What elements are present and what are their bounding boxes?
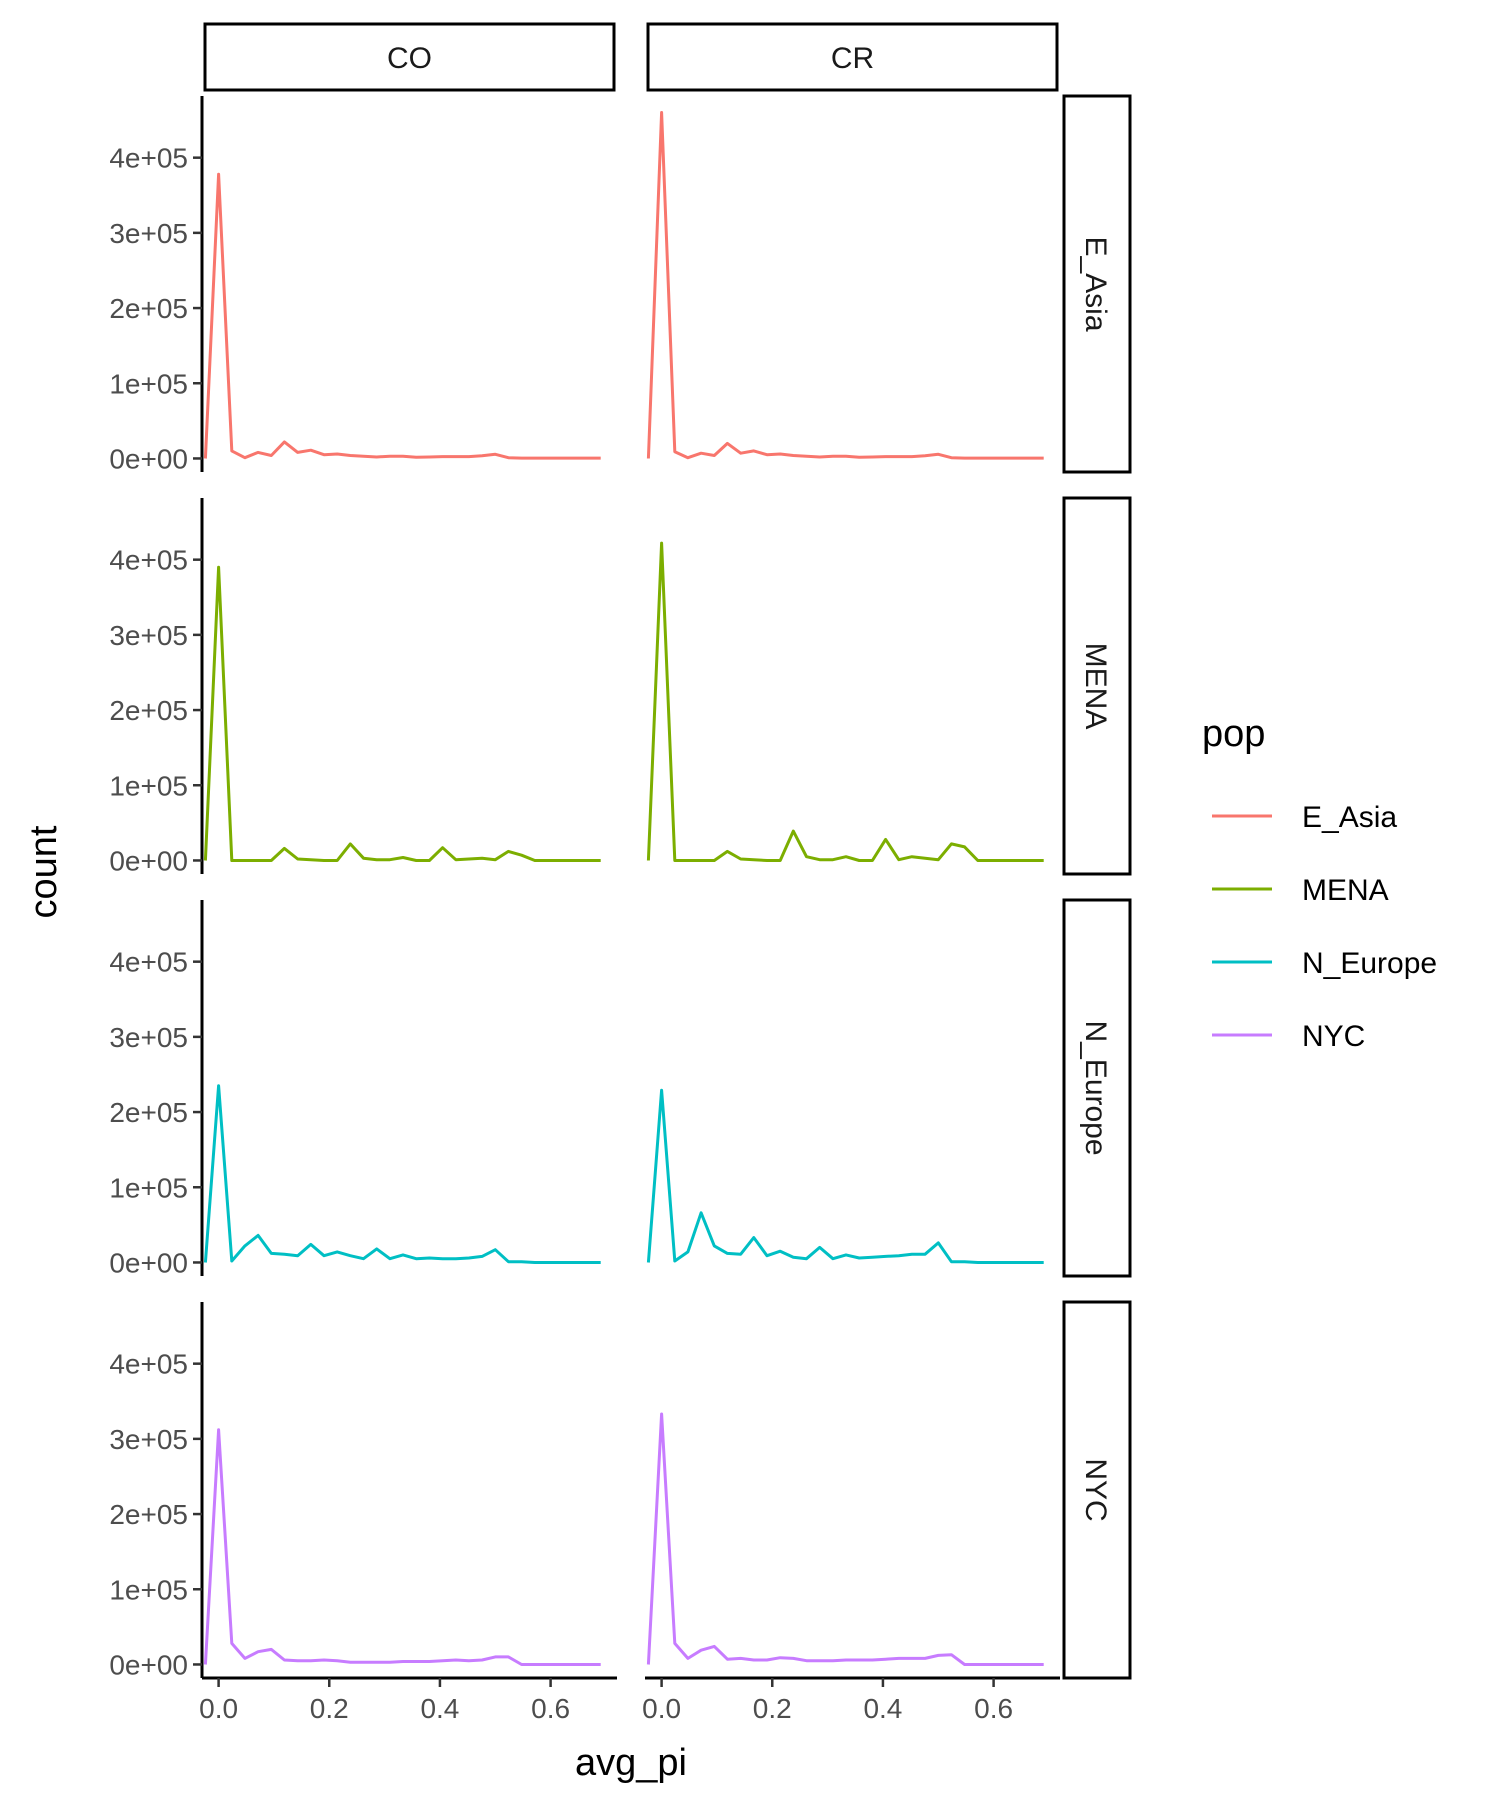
legend-label: N_Europe <box>1302 947 1437 980</box>
series-line-NYC-CR <box>646 1412 1044 1666</box>
legend-title: pop <box>1202 713 1265 755</box>
strip-row-label: E_Asia <box>1079 236 1112 331</box>
x-tick-label: 0.0 <box>199 1693 238 1724</box>
y-tick-label: 4e+05 <box>109 1349 188 1380</box>
x-tick-label: 0.2 <box>753 1693 792 1724</box>
series-line-MENA-CO <box>203 565 601 862</box>
x-tick-label: 0.6 <box>974 1693 1013 1724</box>
x-tick-label: 0.2 <box>310 1693 349 1724</box>
strip-col-label: CO <box>387 42 432 75</box>
legend-label: E_Asia <box>1302 801 1397 834</box>
y-tick-label: 3e+05 <box>109 1022 188 1053</box>
y-tick-label: 1e+05 <box>109 1574 188 1605</box>
legend-label: MENA <box>1302 874 1389 907</box>
y-tick-label: 0e+00 <box>109 443 188 474</box>
x-tick-label: 0.0 <box>642 1693 681 1724</box>
y-tick-label: 0e+00 <box>109 1247 188 1278</box>
y-tick-label: 4e+05 <box>109 947 188 978</box>
x-tick-label: 0.4 <box>420 1693 459 1724</box>
y-tick-label: 2e+05 <box>109 1499 188 1530</box>
y-tick-label: 0e+00 <box>109 1649 188 1680</box>
strip-row-label: MENA <box>1079 643 1112 730</box>
series-line-MENA-CR <box>646 541 1044 862</box>
y-tick-label: 1e+05 <box>109 368 188 399</box>
x-tick-label: 0.4 <box>863 1693 902 1724</box>
y-tick-label: 2e+05 <box>109 1097 188 1128</box>
strip-row-E_Asia <box>1062 94 1132 474</box>
y-tick-label: 1e+05 <box>109 1172 188 1203</box>
x-tick-label: 0.6 <box>531 1693 570 1724</box>
series-line-N_Europe-CO <box>203 1084 601 1264</box>
strip-col-CO <box>203 22 616 92</box>
strip-col-CR <box>646 22 1059 92</box>
y-tick-label: 3e+05 <box>109 1424 188 1455</box>
strip-col-label: CR <box>831 42 874 75</box>
strip-row-N_Europe <box>1062 898 1132 1278</box>
y-tick-label: 0e+00 <box>109 845 188 876</box>
x-axis-title: avg_pi <box>575 1742 687 1784</box>
legend-label: NYC <box>1302 1020 1365 1053</box>
strip-row-NYC <box>1062 1300 1132 1680</box>
strip-row-MENA <box>1062 496 1132 876</box>
y-tick-label: 2e+05 <box>109 293 188 324</box>
strip-row-label: NYC <box>1079 1458 1112 1521</box>
series-line-NYC-CO <box>203 1428 601 1666</box>
series-line-E_Asia-CO <box>203 172 601 460</box>
strip-row-label: N_Europe <box>1079 1020 1112 1155</box>
y-tick-label: 4e+05 <box>109 545 188 576</box>
y-tick-label: 3e+05 <box>109 620 188 651</box>
series-line-N_Europe-CR <box>646 1088 1044 1264</box>
y-tick-label: 1e+05 <box>109 770 188 801</box>
y-tick-label: 4e+05 <box>109 143 188 174</box>
y-axis-title: count <box>23 825 65 918</box>
series-line-E_Asia-CR <box>646 111 1044 460</box>
y-tick-label: 2e+05 <box>109 695 188 726</box>
y-tick-label: 3e+05 <box>109 218 188 249</box>
